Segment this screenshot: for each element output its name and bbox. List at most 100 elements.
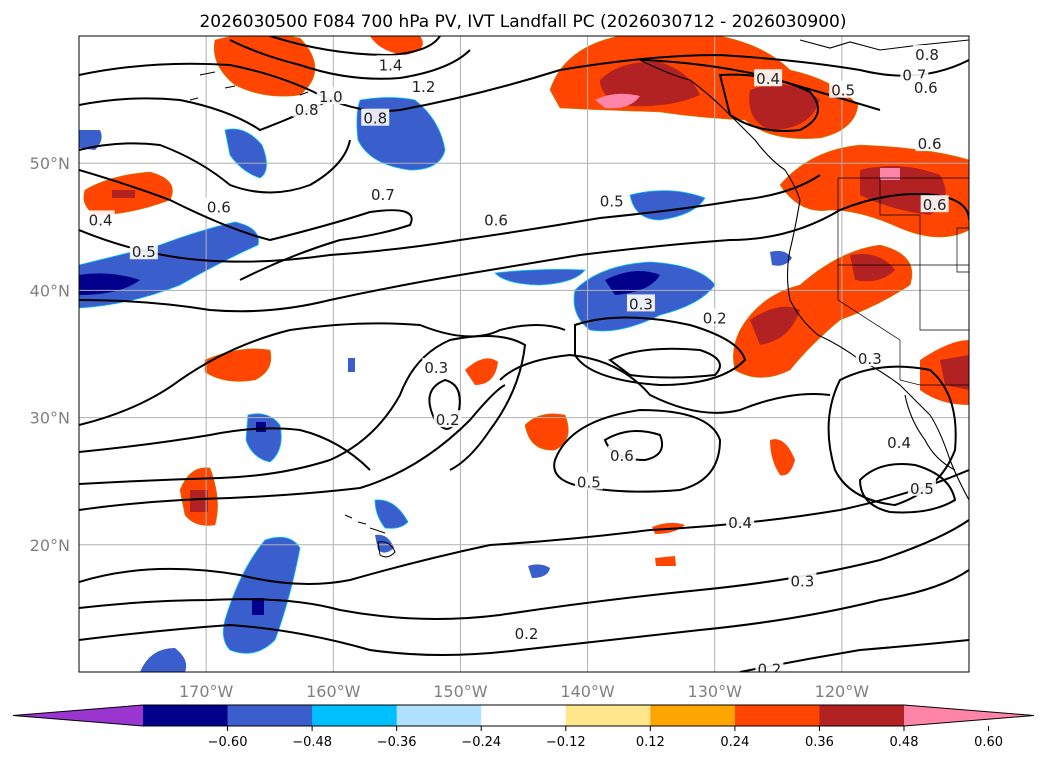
pv-contour [499,353,831,414]
colorbar-tick-label: 0.24 [720,735,749,750]
contour-label: 0.2 [436,411,460,429]
contour-label-bg [361,108,390,126]
state-border [879,178,921,265]
contour-label-bg [755,659,784,672]
contour-label: 0.3 [791,573,815,591]
coastline [904,394,956,471]
contour-label: 0.8 [363,110,387,128]
lon-tick-label: 120°W [815,682,870,701]
contour-label: 0.3 [424,359,448,377]
contour-label-bg [204,197,233,215]
contour-label: 0.6 [610,447,634,465]
pv-contour-layer [79,36,969,672]
pv-contour [79,193,969,313]
island-oahu [357,521,367,525]
pv-contour [608,347,721,379]
contour-label-bg [788,571,817,589]
colorbar-segment [819,705,905,726]
colorbar-tick-label: −0.24 [461,735,501,750]
figure-title: 2026030500 F084 700 hPa PV, IVT Landfall… [199,12,846,32]
contour-label-bg [597,191,626,209]
pv-contour [79,139,351,194]
longitude-labels: 170°W 160°W 150°W 140°W 130°W 120°W [179,682,869,701]
lat-tick-label: 20°N [30,536,70,555]
contour-label-bg [292,99,321,117]
latitude-labels: 50°N 40°N 30°N 20°N [30,154,70,555]
contour-label-bg [409,76,438,94]
gridlines [79,36,969,672]
colorbar-extend-low [13,705,143,726]
contour-label-bg [86,210,115,228]
border-mexico [899,379,969,386]
colorbar-tick-label: −0.12 [546,735,586,750]
contour-label-bg [700,308,729,326]
positive-anomaly-alaska-bc [549,36,859,139]
contour-label-bg [129,242,158,260]
contour-label: 0.7 [371,186,395,204]
contour-label: 0.8 [295,101,319,119]
contour-label-bg [855,349,884,367]
pv-contour [269,36,441,57]
lon-tick-label: 130°W [688,682,743,701]
pv-contour [574,316,747,387]
colorbar-outline [12,704,1035,727]
contour-label-bg [754,69,783,87]
contour-label-bg [433,410,462,428]
lat-tick-label: 40°N [30,281,70,300]
contour-label-bg [316,87,345,105]
colorbar-segment [227,705,313,726]
positive-anomaly-california [733,244,969,405]
contour-label: 0.6 [918,135,942,153]
pv-contour [79,427,371,471]
pv-contour [79,335,527,485]
contour-label: 0.6 [923,196,947,214]
lon-tick-label: 140°W [560,682,615,701]
colorbar-segment [734,705,820,726]
colorbar-segment [481,705,567,726]
contour-label: 0.6 [914,79,938,97]
colorbar-segment [143,705,229,726]
pv-contour [229,39,471,80]
colorbar-tick-label: 0.48 [890,735,919,750]
pv-contour [79,384,506,511]
pv-contour [79,169,413,281]
contour-label: 0.3 [629,295,653,313]
contour-label: 0.5 [577,473,601,491]
lat-tick-label: 50°N [30,154,70,173]
colorbar-segment [565,705,651,726]
colorbar-segment [396,705,482,726]
pv-contour [79,322,566,426]
colorbar-tick-label: 0.60 [974,735,1003,750]
contour-label-bg [626,294,655,312]
colorbar-tick-label: 0.36 [805,735,834,750]
contour-label: 0.5 [910,480,934,498]
contour-label: 0.4 [756,70,780,88]
colorbar-tick-label: −0.48 [292,735,332,750]
lon-tick-label: 170°W [179,682,234,701]
hawaii-islands [344,514,396,558]
contour-label: 1.0 [319,88,343,106]
state-border [919,265,969,331]
contour-label: 1.2 [412,78,436,96]
contour-label-bg [512,623,541,641]
contour-label-bg [422,357,451,375]
island-kauai [344,514,353,519]
pv-contour [79,174,821,263]
pv-contour [858,463,957,514]
contour-label: 0.3 [858,350,882,368]
lon-tick-label: 160°W [306,682,361,701]
contour-label: 0.8 [915,46,939,64]
border-layer [837,177,969,386]
map-frame [78,35,970,673]
state-border [837,265,901,380]
contour-label: 0.6 [207,199,231,217]
island-maui [369,527,386,534]
negative-anomaly-regions [79,97,792,672]
island-big-island [377,541,396,558]
pv-contour [428,378,461,430]
lat-tick-label: 30°N [30,409,70,428]
contour-label-bg [574,472,603,490]
colorbar: −0.60 −0.48 −0.36 −0.24 −0.12 0.12 0.24 0.36 0.4… [12,704,1035,750]
contour-label-bg [368,185,397,202]
